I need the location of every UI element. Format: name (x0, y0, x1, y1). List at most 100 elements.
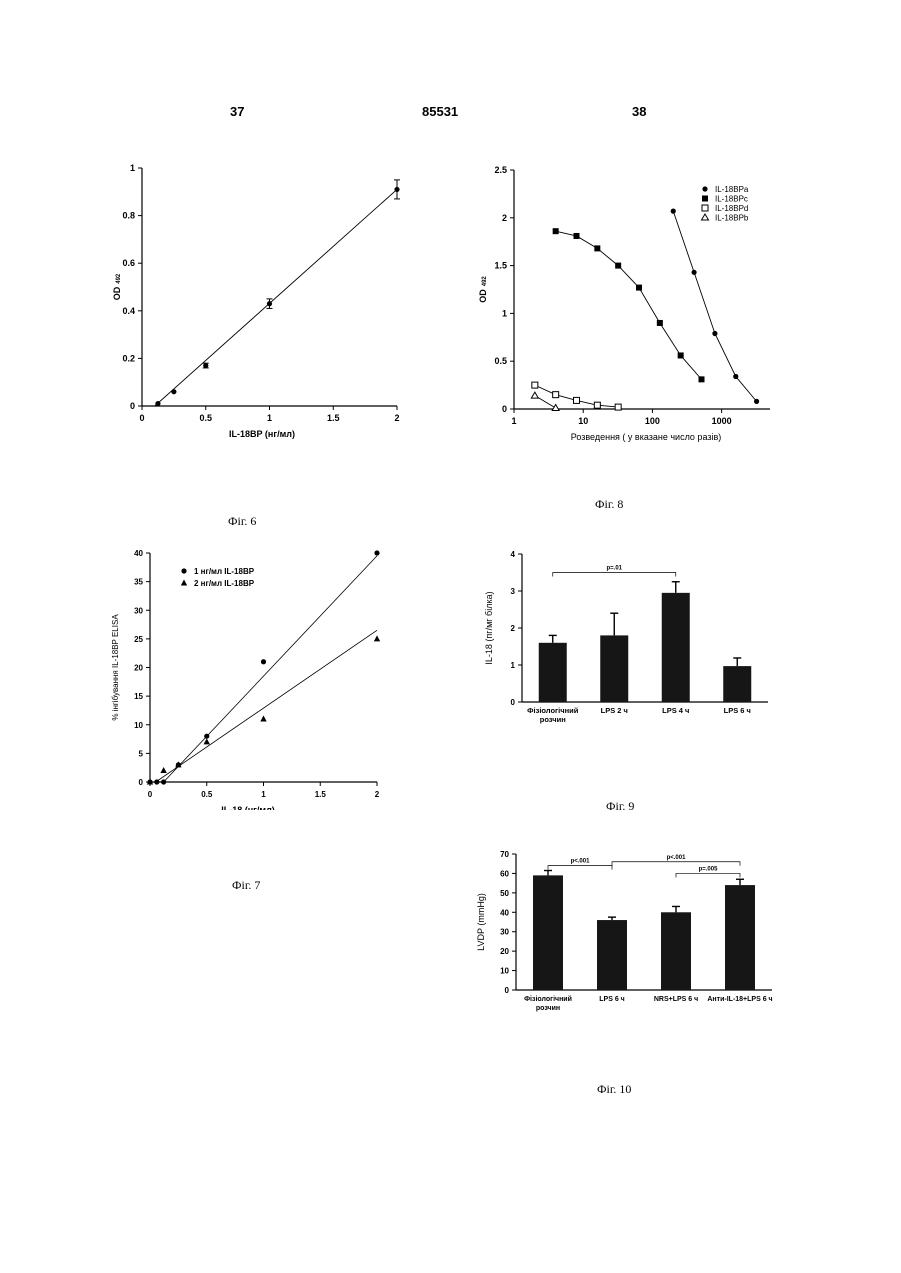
document-number: 85531 (422, 104, 458, 119)
fig10-category-label-3: Анти-IL-18+LPS 6 ч (707, 996, 772, 1003)
fig8-y-tick-label: 0.5 (494, 356, 507, 366)
fig6-x-tick-label: 1.5 (327, 413, 340, 423)
fig9-y-tick-label: 2 (511, 624, 516, 633)
fig9-chart: 01234IL-18 (пг/мг білка)Фізіологічнийроз… (478, 545, 778, 755)
fig10-caption: Фіг. 10 (597, 1082, 631, 1097)
fig6-x-tick-label: 0 (139, 413, 144, 423)
fig6-caption: Фіг. 6 (228, 514, 256, 529)
fig8-data-point (615, 404, 621, 410)
fig10-y-tick-label: 50 (500, 889, 509, 898)
fig10-significance-bracket-2 (676, 873, 740, 877)
fig10-y-tick-label: 40 (500, 908, 509, 917)
fig7-caption: Фіг. 7 (232, 878, 260, 893)
fig6-x-tick-label: 1 (267, 413, 272, 423)
fig7-x-tick-label: 0.5 (201, 790, 213, 799)
fig8-x-tick-label: 100 (645, 416, 660, 426)
fig8-series-line-0 (673, 211, 756, 401)
fig7-y-tick-label: 35 (134, 578, 143, 587)
fig6-y-tick-label: 0.2 (122, 353, 135, 363)
fig9-caption: Фіг. 9 (606, 799, 634, 814)
fig9-category-label-1: LPS 2 ч (601, 706, 628, 715)
fig8-data-point (691, 270, 696, 275)
fig7-y-tick-label: 0 (139, 778, 144, 787)
fig9-significance-bracket-0 (553, 573, 676, 577)
fig6-y-axis-label: OD492 (112, 273, 122, 300)
fig8-legend-marker (702, 186, 707, 191)
fig8-data-point (553, 228, 559, 234)
fig9-category-label-2: LPS 4 ч (662, 706, 689, 715)
fig10-category-label-2: NRS+LPS 6 ч (654, 996, 698, 1003)
fig7-x-axis-label: IL-18 (нг/мл) (221, 805, 275, 810)
fig6-fit-line (155, 189, 397, 406)
fig7-x-tick-label: 1 (261, 790, 266, 799)
fig8-x-tick-label: 1 (511, 416, 516, 426)
fig8-data-point (733, 374, 738, 379)
fig6-y-tick-label: 0 (130, 401, 135, 411)
fig6-data-point (267, 301, 272, 306)
fig8-legend-marker (702, 214, 709, 220)
page-number-right: 38 (632, 104, 646, 119)
fig8-y-tick-label: 0 (502, 404, 507, 414)
fig8-data-point (712, 331, 717, 336)
fig7-data-point (204, 734, 209, 739)
fig8-data-point (552, 405, 559, 411)
fig10-y-tick-label: 60 (500, 869, 509, 878)
fig6-x-axis-label: IL-18BP (нг/мл) (229, 429, 295, 439)
fig7-legend-marker (181, 580, 187, 586)
fig10-y-tick-label: 10 (500, 967, 509, 976)
fig6-data-point (394, 187, 399, 192)
fig8-y-tick-label: 1.5 (494, 261, 507, 271)
fig8-x-axis-label: Розведення ( у вказане число разів) (571, 432, 722, 442)
fig9-y-axis-label: IL-18 (пг/мг білка) (484, 591, 494, 664)
fig8-y-axis-label-sub: 492 (482, 276, 488, 287)
fig8-data-point (574, 397, 580, 403)
fig7-legend-label: 2 нг/мл IL-18BP (194, 579, 255, 588)
fig9-category-label-0: розчин (540, 715, 566, 724)
fig7-chart: 051015202530354000.511.52IL-18 (нг/мл)% … (108, 542, 398, 810)
fig8-data-point (754, 399, 759, 404)
fig6-y-axis-label-sub: 492 (116, 273, 122, 284)
fig7-y-tick-label: 30 (134, 606, 143, 615)
fig8-data-point (678, 352, 684, 358)
fig7-data-point (261, 659, 266, 664)
fig10-category-label-0: Фізіологічний (524, 995, 572, 1003)
fig8-legend-label: IL-18BPa (715, 185, 749, 194)
fig6-y-tick-label: 0.8 (122, 211, 135, 221)
fig6-x-tick-label: 2 (394, 413, 399, 423)
fig7-x-tick-label: 0 (148, 790, 153, 799)
fig10-y-tick-label: 0 (505, 986, 510, 995)
fig9-y-tick-label: 3 (511, 587, 516, 596)
fig9-category-label-0: Фізіологічний (527, 706, 579, 715)
fig10-bar-0 (533, 875, 563, 990)
fig7-data-point (161, 779, 166, 784)
fig7-legend-marker (181, 568, 186, 573)
fig8-legend-label: IL-18BPb (715, 214, 749, 223)
fig8-data-point (657, 320, 663, 326)
fig9-bar-2 (662, 593, 690, 702)
fig10-significance-bracket-0 (548, 866, 612, 870)
fig10-category-label-0: розчин (536, 1005, 560, 1012)
fig8-data-point (574, 233, 580, 239)
fig8-data-point (699, 376, 705, 382)
fig8-caption: Фіг. 8 (595, 497, 623, 512)
fig8-y-tick-label: 1 (502, 308, 507, 318)
fig8-data-point (615, 263, 621, 269)
fig10-bar-1 (597, 920, 627, 990)
fig7-fit-line-0 (164, 556, 377, 782)
fig8-data-point (553, 392, 559, 398)
fig8-y-tick-label: 2.5 (494, 165, 507, 175)
fig7-x-tick-label: 2 (375, 790, 380, 799)
fig7-data-point (260, 716, 266, 722)
fig7-y-tick-label: 5 (139, 749, 144, 758)
fig9-bar-3 (723, 666, 751, 702)
fig6-data-point (171, 389, 176, 394)
fig9-bar-0 (539, 643, 567, 702)
fig7-data-point (374, 550, 379, 555)
fig7-y-tick-label: 20 (134, 664, 143, 673)
fig7-y-axis-label: % інгібування IL-18BP ELISA (111, 614, 120, 721)
fig10-y-tick-label: 20 (500, 947, 509, 956)
fig6-y-tick-label: 0.4 (122, 306, 135, 316)
fig8-legend-marker (702, 196, 708, 202)
fig10-bar-2 (661, 912, 691, 990)
fig7-y-tick-label: 25 (134, 635, 143, 644)
